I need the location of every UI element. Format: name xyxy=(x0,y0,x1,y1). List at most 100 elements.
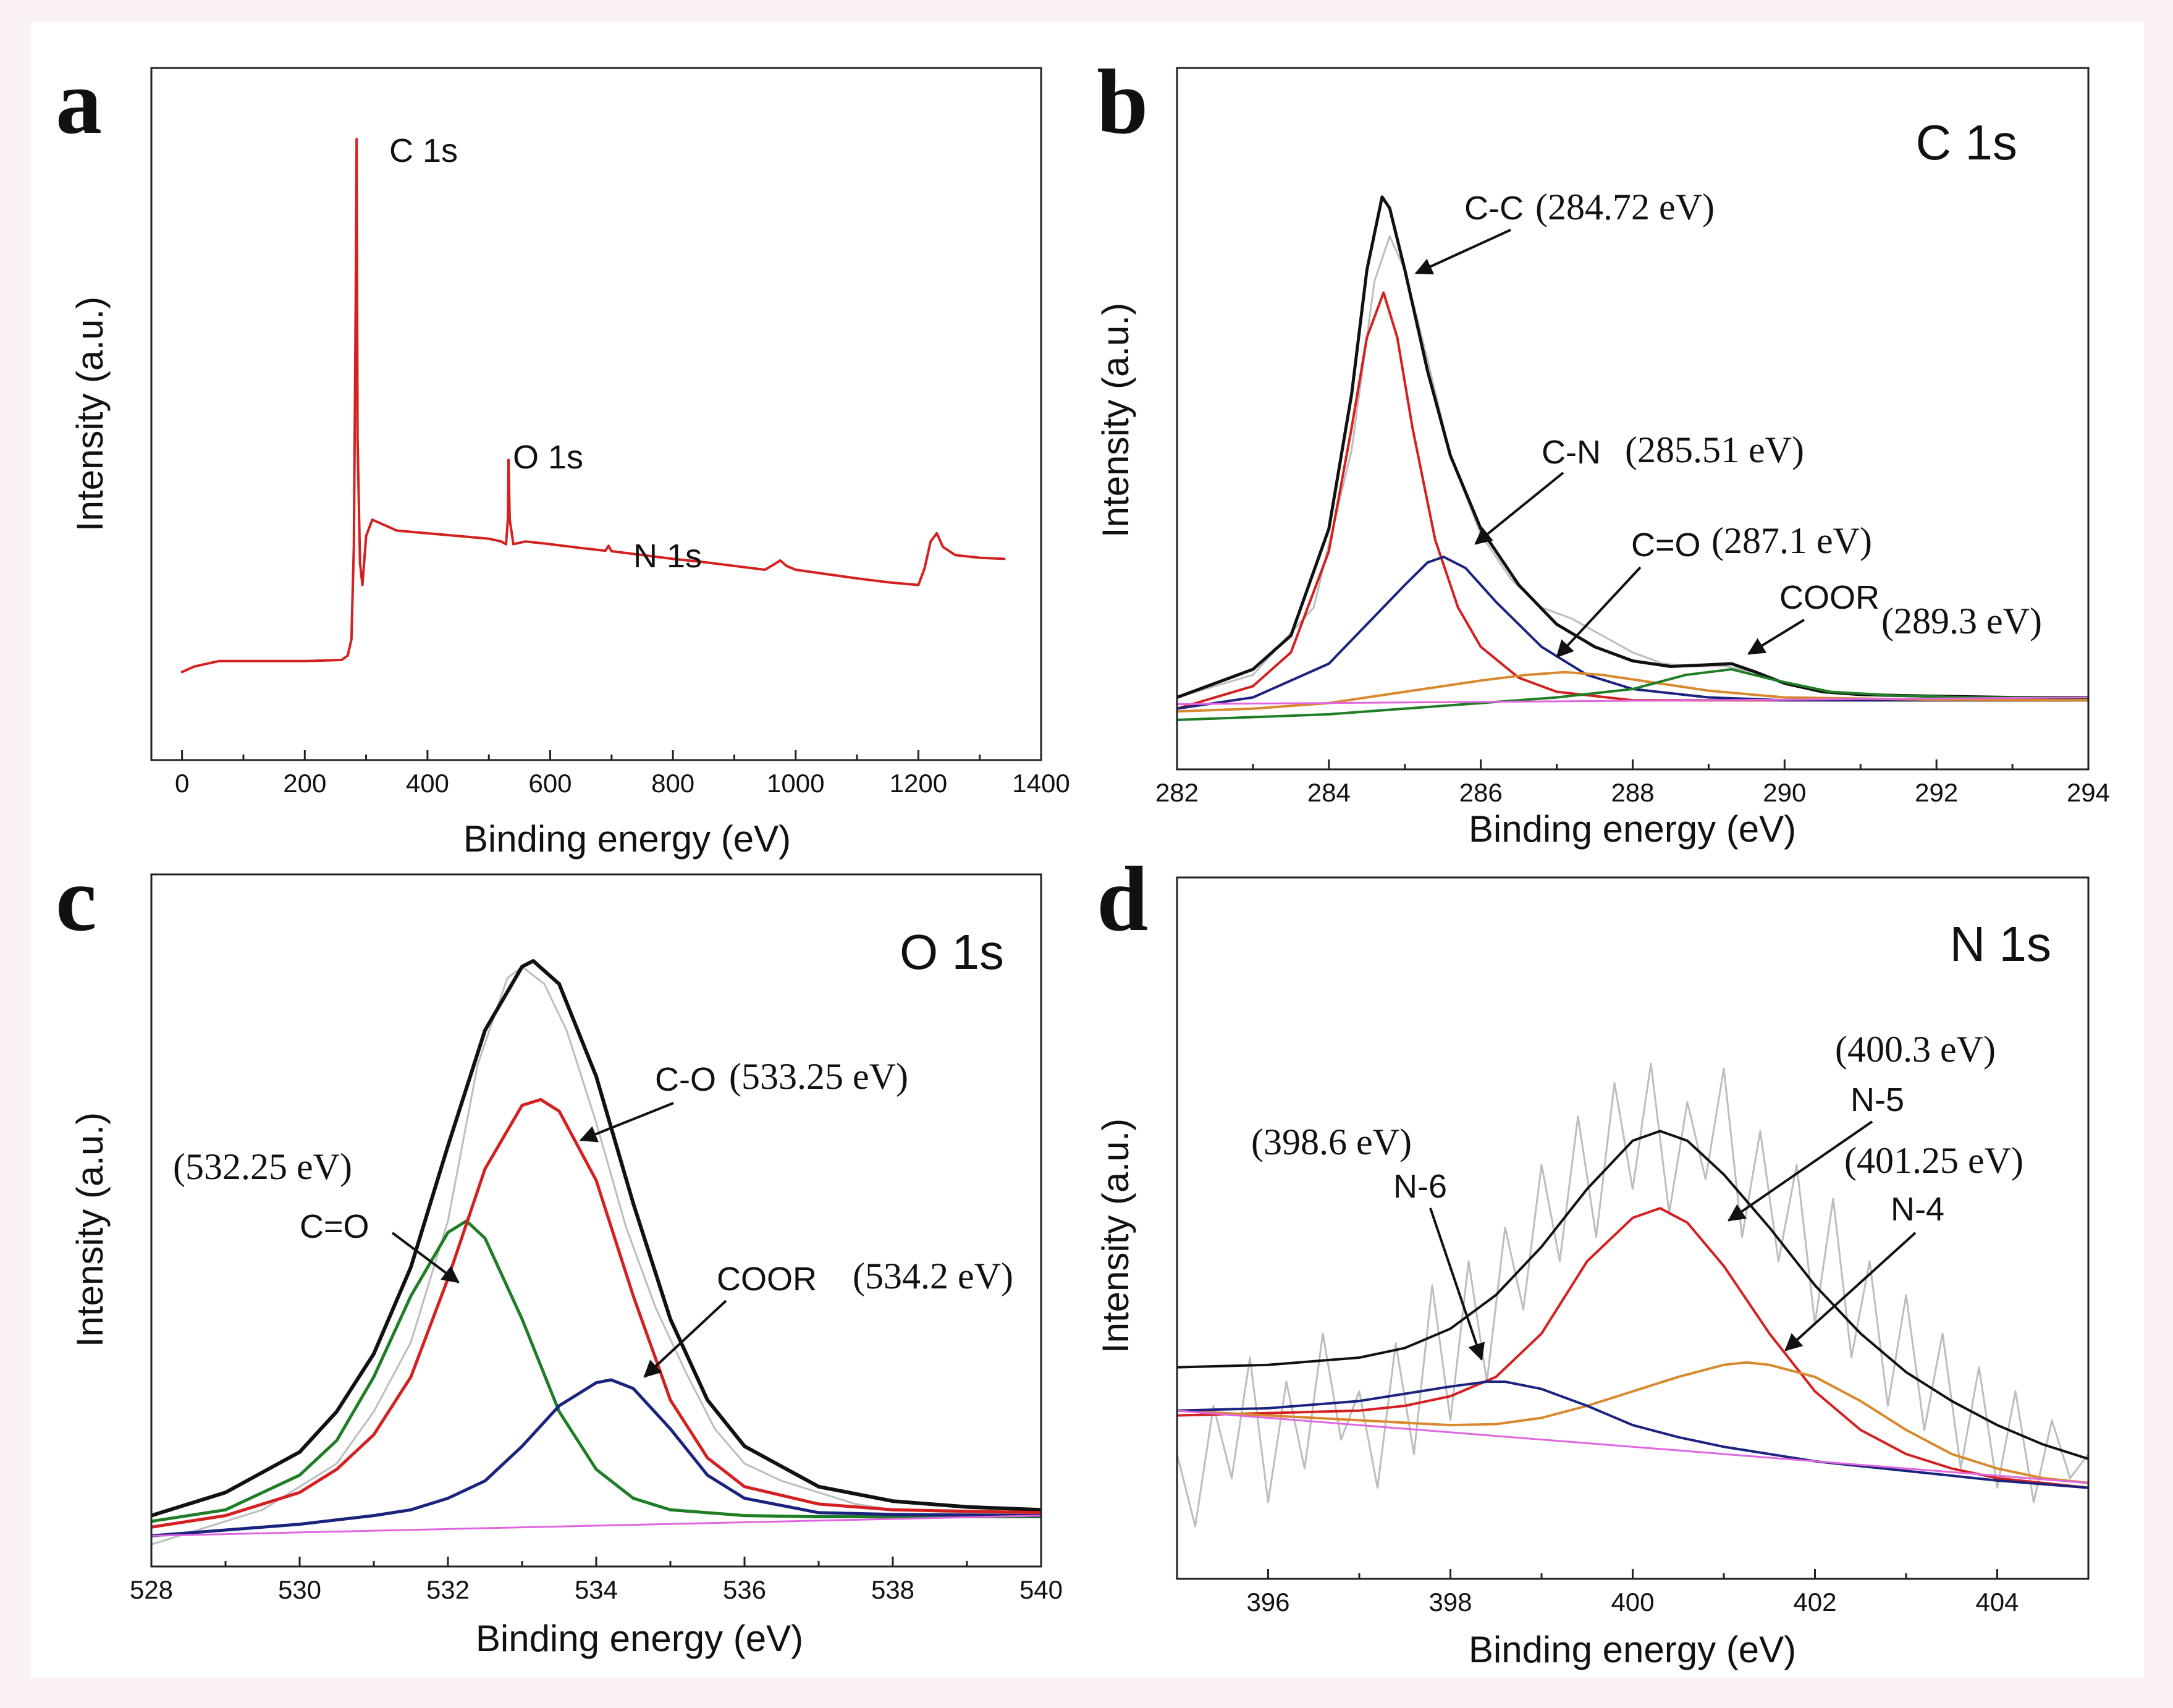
panel-b-letter: b xyxy=(1097,51,1148,153)
panel-d-series-n-5 xyxy=(1177,1207,2088,1489)
panel-c-title: O 1s xyxy=(900,924,1004,979)
panel-b-c1s-spectrum: b 282 284 286 288 290 292 294 Binding energy (… xyxy=(1095,51,2110,850)
panel-b-series-coor xyxy=(1177,668,2088,721)
panel-b-cn-arrow xyxy=(1474,471,1564,545)
panel-c-y-axis-label: Intensity (a.u.) xyxy=(69,1112,111,1347)
panel-d-series-n-6 xyxy=(1177,1380,2088,1489)
panel-d-n1s-spectrum: d 396 398 400 402 404 Binding energy (eV) In… xyxy=(1095,848,2090,1670)
panel-b-plot-area xyxy=(1177,68,2088,769)
panel-d-x-axis-label: Binding energy (eV) xyxy=(1469,1629,1796,1670)
panel-d-n5-label: N-5 xyxy=(1850,1081,1904,1118)
panel-a-o1s-label: O 1s xyxy=(513,439,583,476)
panel-c-co-single-arrow xyxy=(579,1102,674,1143)
panel-b-cn-label: C-N xyxy=(1542,434,1601,471)
panel-a-x-tick-label: 0 xyxy=(175,769,189,798)
panel-d-n6-arrow xyxy=(1429,1207,1485,1361)
panel-c-series-c-o xyxy=(151,1219,1041,1523)
panel-c-x-tick-label: 538 xyxy=(871,1575,914,1604)
panel-d-n5-arrow xyxy=(1728,1120,1873,1222)
panel-b-x-tick-label: 286 xyxy=(1459,778,1503,807)
panel-b-x-tick-label: 282 xyxy=(1155,778,1199,807)
panel-a-x-tick-label: 200 xyxy=(283,769,326,798)
panel-d-x-tick-label: 402 xyxy=(1793,1588,1836,1617)
panel-c-x-axis-label: Binding energy (eV) xyxy=(476,1618,803,1659)
panel-a-x-tick-label: 800 xyxy=(651,769,694,798)
panel-d-x-ticks: 396 398 400 402 404 xyxy=(1246,1569,2019,1617)
panel-b-x-tick-label: 288 xyxy=(1611,778,1654,807)
panel-b-series-envelope xyxy=(1177,195,2088,700)
panel-c-x-tick-label: 536 xyxy=(723,1575,766,1604)
panel-d-n4-arrow xyxy=(1784,1232,1917,1351)
panel-d-series-envelope xyxy=(1177,1130,2088,1460)
panel-b-title: C 1s xyxy=(1916,115,2018,170)
panel-b-cc-value: (284.72 eV) xyxy=(1535,187,1715,227)
panel-c-series-coor xyxy=(151,1378,1041,1537)
panel-b-x-ticks: 282 284 286 288 290 292 294 xyxy=(1155,759,2110,807)
panel-c-co-single-value: (533.25 eV) xyxy=(729,1056,908,1097)
panel-c-series-c-o xyxy=(151,1097,1041,1529)
panel-c-x-tick-label: 532 xyxy=(426,1575,470,1604)
panel-b-x-tick-label: 292 xyxy=(1915,778,1958,807)
panel-a-series-survey xyxy=(180,138,1006,674)
panel-d-x-tick-label: 404 xyxy=(1975,1588,2019,1617)
panel-a-x-tick-label: 1000 xyxy=(767,769,824,798)
panel-d-letter: d xyxy=(1097,848,1148,950)
panel-a-x-tick-label: 1400 xyxy=(1012,769,1070,798)
panel-b-series xyxy=(1177,195,2088,721)
panel-b-cn-value: (285.51 eV) xyxy=(1625,429,1804,470)
panel-a-x-axis-label: Binding energy (eV) xyxy=(463,818,791,860)
panel-d-n4-value: (401.25 eV) xyxy=(1844,1140,2023,1181)
panel-b-x-tick-label: 284 xyxy=(1307,778,1351,807)
panel-c-series-raw xyxy=(151,965,1041,1545)
panel-b-co-value: (287.1 eV) xyxy=(1711,520,1872,561)
panel-b-co-arrow xyxy=(1556,566,1642,658)
panel-c-x-tick-label: 528 xyxy=(130,1575,173,1604)
panel-a-x-tick-label: 600 xyxy=(528,769,572,798)
panel-c-coor-value: (534.2 eV) xyxy=(853,1256,1013,1296)
panel-a-x-ticks: 0 200 400 600 800 1000 1200 1400 xyxy=(175,750,1070,798)
panel-b-x-tick-label: 294 xyxy=(2067,778,2110,807)
panel-d-n6-label: N-6 xyxy=(1393,1168,1447,1205)
panel-c-letter: c xyxy=(56,848,97,950)
panel-a-letter: a xyxy=(56,51,102,153)
panel-c-x-ticks: 528 530 532 534 536 538 540 xyxy=(130,1557,1063,1604)
panel-a-survey-spectrum: a 0 200 400 600 800 1000 1200 1400 Binding ener… xyxy=(56,51,1070,860)
panel-c-coor-arrow xyxy=(643,1300,727,1378)
panel-a-plot-area xyxy=(151,68,1041,760)
panel-d-y-axis-label: Intensity (a.u.) xyxy=(1095,1118,1136,1353)
panel-a-y-axis-label: Intensity (a.u.) xyxy=(69,297,111,531)
panel-c-co-double-value: (532.25 eV) xyxy=(173,1146,352,1187)
panel-d-n6-value: (398.6 eV) xyxy=(1251,1122,1412,1162)
panel-c-series-envelope xyxy=(151,959,1041,1518)
panel-c-series xyxy=(151,959,1041,1545)
panel-a-x-tick-label: 400 xyxy=(406,769,449,798)
panel-b-co-label: C=O xyxy=(1631,526,1701,564)
panel-d-series-raw xyxy=(1177,1062,2088,1528)
panel-a-frame xyxy=(150,67,1042,761)
panel-b-coor-value: (289.3 eV) xyxy=(1881,601,2042,641)
panel-c-o1s-spectrum: c 528 530 532 534 536 538 540 Binding energy (… xyxy=(56,848,1063,1659)
panel-d-series-baseline xyxy=(1177,1410,2088,1484)
panel-a-n1s-label: N 1s xyxy=(633,538,702,575)
panel-d-series-n-4 xyxy=(1177,1361,2088,1484)
panel-b-x-axis-label: Binding energy (eV) xyxy=(1469,808,1796,850)
panel-b-cc-label: C-C xyxy=(1464,190,1524,227)
panel-c-co-double-label: C=O xyxy=(300,1208,369,1245)
panel-d-x-tick-label: 396 xyxy=(1246,1588,1289,1617)
panel-c-co-single-label: C-O xyxy=(655,1061,716,1098)
panel-a-c1s-label: C 1s xyxy=(389,132,458,169)
panel-d-n4-label: N-4 xyxy=(1891,1191,1944,1228)
panel-c-co-double-arrow xyxy=(391,1232,460,1283)
panel-a-x-tick-label: 1200 xyxy=(890,769,947,798)
panel-c-series-baseline xyxy=(151,1515,1041,1537)
panel-d-x-tick-label: 400 xyxy=(1611,1588,1654,1617)
panel-b-x-tick-label: 290 xyxy=(1763,778,1806,807)
panel-c-x-tick-label: 540 xyxy=(1019,1575,1063,1604)
panel-c-coor-label: COOR xyxy=(717,1261,817,1298)
panel-d-title: N 1s xyxy=(1950,916,2052,971)
panel-d-series xyxy=(1177,1062,2088,1528)
panel-c-x-tick-label: 534 xyxy=(575,1575,618,1604)
panel-c-x-tick-label: 530 xyxy=(278,1575,321,1604)
panel-b-y-axis-label: Intensity (a.u.) xyxy=(1095,303,1136,538)
